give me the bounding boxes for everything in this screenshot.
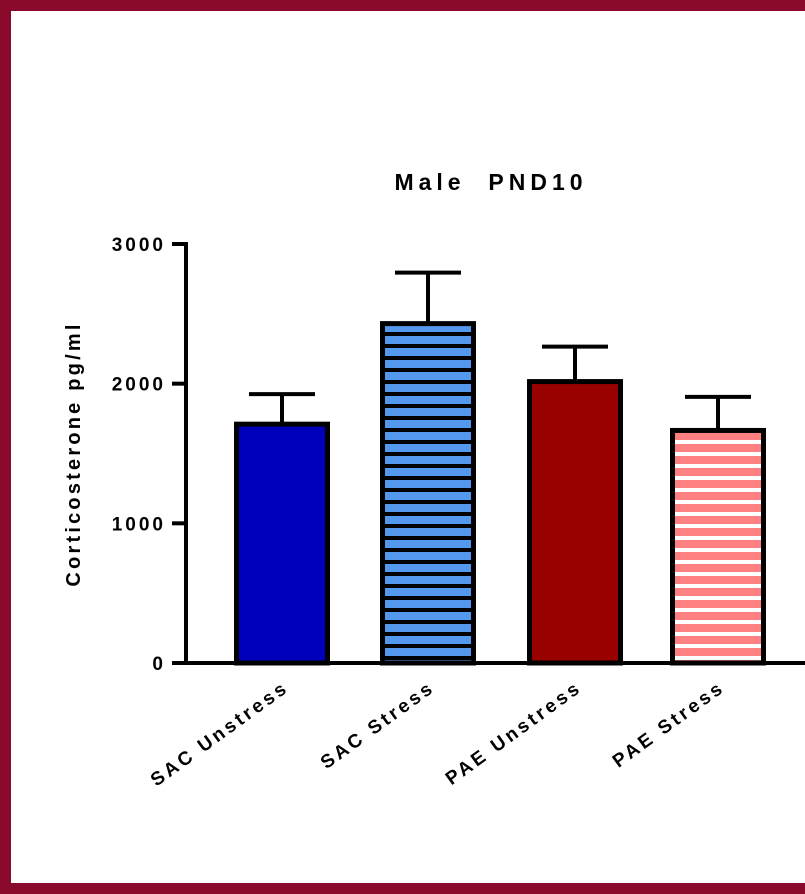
y-axis-label: Corticosterone pg/ml (63, 321, 85, 586)
chart-title: Male PND10 (394, 169, 587, 195)
x-tick-label: PAE Unstress (442, 677, 586, 790)
y-tick-label: 1000 (112, 514, 166, 535)
x-axis-tick-labels: SAC Unstress SAC Stress PAE Unstress PAE St… (147, 677, 729, 791)
bar-pae-unstress (527, 379, 623, 666)
error-bars (249, 270, 751, 431)
x-tick-label: SAC Stress (317, 677, 439, 774)
x-tick-label: PAE Stress (609, 677, 729, 772)
y-tick-label: 0 (152, 654, 166, 675)
bars (234, 321, 766, 666)
x-tick-label: SAC Unstress (147, 677, 293, 791)
y-tick-label: 2000 (112, 375, 166, 396)
bar-sac-stress (380, 321, 476, 666)
bar-sac-unstress (234, 421, 330, 666)
y-tick-label: 3000 (112, 235, 166, 256)
y-axis-ticks: 0 1000 2000 3000 (112, 235, 186, 675)
bar-pae-stress (670, 427, 766, 666)
